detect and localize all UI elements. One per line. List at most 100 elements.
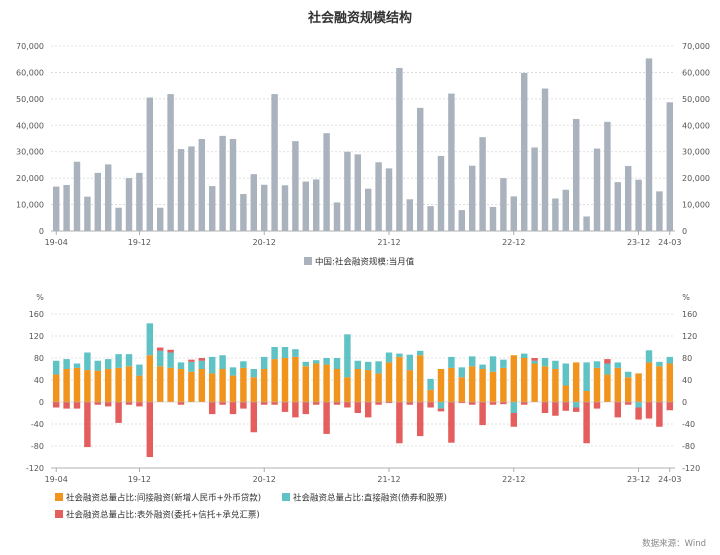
bottom-bar-segment bbox=[614, 367, 622, 402]
bottom-y-tick-left: 120 bbox=[29, 332, 44, 341]
bottom-bar-segment bbox=[229, 375, 237, 402]
bottom-bar-segment bbox=[52, 402, 60, 408]
top-bar bbox=[510, 196, 518, 231]
bottom-bar-segment bbox=[167, 352, 174, 368]
top-bar bbox=[354, 154, 362, 231]
top-bar bbox=[635, 179, 642, 231]
top-bar bbox=[396, 67, 403, 231]
bottom-bar-segment bbox=[281, 347, 289, 358]
bottom-legend: 社会融资总量占比:间接融资(新增人民币+外币贷款) 社会融资总量占比:直接融资(债… bbox=[55, 493, 447, 521]
bottom-bar-segment bbox=[323, 358, 330, 365]
bottom-bar-segment bbox=[458, 367, 466, 378]
bottom-bar-segment bbox=[84, 370, 91, 402]
top-legend-label: 中国:社会融资规模:当月值 bbox=[315, 257, 415, 268]
bottom-bar-segment bbox=[344, 377, 351, 402]
bottom-bar-segment bbox=[427, 378, 434, 390]
bottom-y-tick-right: 0 bbox=[682, 398, 687, 407]
bottom-bar-segment bbox=[271, 402, 278, 405]
bottom-bar-segment bbox=[260, 356, 268, 369]
bottom-bar-segment bbox=[396, 353, 403, 357]
top-y-tick-left: 10,000 bbox=[16, 201, 44, 210]
bottom-bar-segment bbox=[156, 350, 164, 367]
bottom-legend-label: 社会融资总量占比:直接融资(债券和股票) bbox=[293, 493, 447, 504]
top-bar bbox=[593, 148, 601, 231]
bottom-bar-segment bbox=[510, 402, 518, 413]
bottom-bar-segment bbox=[84, 402, 91, 448]
bottom-bar-segment bbox=[437, 408, 445, 412]
bottom-x-tick: 22-12 bbox=[502, 475, 525, 484]
top-bar bbox=[552, 198, 559, 231]
bottom-bar-segment bbox=[624, 402, 632, 405]
bottom-bar-segment bbox=[250, 377, 258, 402]
top-bar bbox=[292, 141, 299, 231]
bottom-bar-segment bbox=[271, 347, 278, 360]
bottom-x-tick: 21-12 bbox=[377, 475, 400, 484]
bottom-bar-segment bbox=[541, 358, 549, 367]
top-bar bbox=[614, 182, 622, 231]
bottom-bar-segment bbox=[375, 361, 382, 374]
top-bar bbox=[281, 185, 289, 231]
bottom-bar-segment bbox=[562, 363, 570, 386]
bottom-bar-segment bbox=[385, 402, 393, 404]
bottom-bar-segment bbox=[364, 361, 372, 371]
bottom-y-tick-left: -80 bbox=[31, 442, 44, 451]
bottom-legend-label: 社会融资总量占比:间接融资(新增人民币+外币贷款) bbox=[66, 493, 261, 504]
bottom-bar-segment bbox=[448, 356, 455, 368]
top-bar bbox=[104, 164, 112, 231]
bottom-bar-segment bbox=[468, 356, 476, 367]
bottom-bar-segment bbox=[375, 402, 382, 405]
top-bar bbox=[541, 88, 549, 231]
top-bar bbox=[73, 161, 81, 231]
bottom-bar-segment bbox=[406, 402, 414, 405]
top-bar bbox=[260, 184, 268, 231]
top-bar bbox=[94, 172, 102, 231]
bottom-bar-segment bbox=[614, 362, 622, 368]
top-bar bbox=[177, 149, 185, 231]
bottom-bar-segment bbox=[645, 402, 653, 419]
bottom-y-tick-right: 40 bbox=[682, 376, 692, 385]
bottom-bar-segment bbox=[572, 362, 580, 402]
top-y-tick-right: 60,000 bbox=[682, 68, 710, 77]
bottom-bar-segment bbox=[437, 369, 445, 402]
top-y-tick-right: 40,000 bbox=[682, 121, 710, 130]
bottom-bar-segment bbox=[281, 402, 289, 412]
bottom-bar-segment bbox=[593, 361, 601, 368]
top-x-tick: 19-04 bbox=[45, 238, 68, 247]
bottom-y-tick-left: 40 bbox=[34, 376, 44, 385]
bottom-bar-segment bbox=[63, 369, 70, 402]
bottom-bar-segment bbox=[52, 374, 60, 402]
top-bar bbox=[500, 178, 507, 231]
bottom-bar-segment bbox=[344, 402, 351, 408]
bottom-y-tick-right: 160 bbox=[682, 310, 697, 319]
bottom-bar-segment bbox=[666, 363, 674, 402]
top-bar bbox=[312, 179, 320, 231]
top-bar bbox=[448, 93, 455, 231]
bottom-y-unit-right: % bbox=[682, 293, 690, 302]
bottom-bar-segment bbox=[136, 364, 143, 376]
source-note: 数据来源：Wind bbox=[642, 538, 706, 549]
bottom-y-tick-right: -80 bbox=[682, 442, 695, 451]
bottom-bar-segment bbox=[219, 369, 226, 402]
bottom-bar-segment bbox=[177, 402, 185, 405]
top-bar bbox=[656, 191, 663, 231]
top-bar bbox=[250, 174, 258, 231]
top-legend: 中国:社会融资规模:当月值 bbox=[304, 257, 415, 268]
bottom-bar-segment bbox=[208, 373, 216, 402]
bottom-bar-segment bbox=[593, 402, 601, 409]
bottom-y-tick-left: -120 bbox=[26, 464, 44, 473]
bottom-bar-segment bbox=[364, 402, 372, 418]
bottom-bar-segment bbox=[260, 402, 268, 405]
bottom-y-tick-right: 120 bbox=[682, 332, 697, 341]
bottom-bar-segment bbox=[385, 362, 393, 402]
top-bar bbox=[125, 178, 133, 231]
top-y-tick-left: 30,000 bbox=[16, 148, 44, 157]
top-bar bbox=[333, 202, 341, 231]
top-y-tick-right: 30,000 bbox=[682, 148, 710, 157]
bottom-bar-segment bbox=[240, 361, 247, 368]
top-bar bbox=[271, 94, 278, 231]
top-bar bbox=[146, 97, 154, 232]
bottom-bar-segment bbox=[63, 402, 70, 409]
top-y-tick-left: 40,000 bbox=[16, 121, 44, 130]
bottom-bar-segment bbox=[208, 356, 216, 374]
